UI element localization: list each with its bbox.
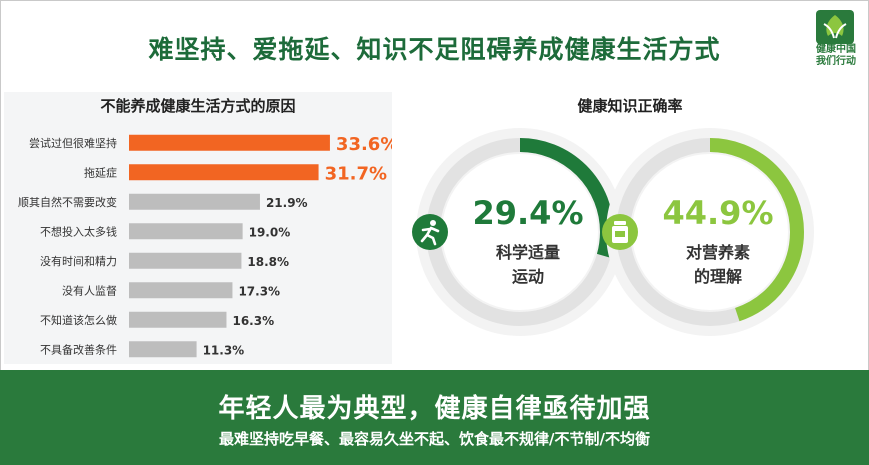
health-china-logo-icon: [816, 10, 854, 44]
footer-banner: [0, 370, 869, 465]
bar: [129, 193, 260, 210]
bar-category-label: 尝试过但很难坚持: [29, 136, 117, 150]
bar: [129, 134, 330, 151]
donut-caption-line-2: 运动: [512, 267, 544, 286]
bar-category-label: 不想投入太多钱: [40, 224, 117, 238]
reasons-bar-chart: 尝试过但很难坚持 33.6% 拖延症 31.7% 顺其自然不需要改变 21.9% 不想投入太…: [18, 134, 392, 358]
donut-caption-line-1: 对营养素: [686, 243, 750, 262]
bar-value-label: 19.0%: [249, 225, 291, 239]
bar-value-label: 18.8%: [247, 255, 289, 269]
running-person-icon: [412, 214, 448, 250]
donut-value-arc: [616, 138, 804, 326]
reasons-chart-title: 不能养成健康生活方式的原因: [100, 97, 296, 115]
supplement-bottle-icon: [602, 214, 638, 250]
bar: [129, 223, 243, 240]
donut-caption-line-1: 科学适量: [496, 243, 560, 262]
donut-value-label: 29.4%: [472, 194, 583, 232]
donut-center: [632, 154, 788, 310]
logo-line-2: 我们行动: [816, 56, 856, 67]
bar: [129, 282, 233, 299]
bar-category-label: 顺其自然不需要改变: [18, 195, 117, 209]
donut-caption-line-2: 的理解: [694, 267, 742, 286]
bar-category-label: 不具备改善条件: [40, 342, 117, 356]
donut-value-label: 44.9%: [662, 194, 773, 232]
knowledge-chart-title: 健康知识正确率: [577, 97, 683, 115]
bar: [129, 311, 227, 328]
bar: [129, 164, 319, 181]
logo-caption: 健康中国 我们行动: [804, 44, 868, 68]
footer-headline: 年轻人最为典型，健康自律亟待加强: [218, 394, 651, 424]
footer-subline: 最难坚持吃早餐、最容易久坐不起、饮食最不规律/不节制/不均衡: [219, 430, 650, 448]
bar: [129, 341, 197, 358]
logo-line-1: 健康中国: [816, 44, 856, 55]
bar-category-label: 没有人监督: [62, 283, 117, 297]
bar-value-label: 16.3%: [232, 314, 274, 328]
bar-value-label: 21.9%: [266, 196, 308, 210]
bar-value-label: 31.7%: [325, 163, 387, 184]
bar-category-label: 拖延症: [84, 165, 117, 179]
bar-category-label: 不知道该怎么做: [40, 313, 117, 327]
bar-value-label: 11.3%: [203, 343, 245, 357]
bar: [129, 252, 242, 269]
bar-category-label: 没有时间和精力: [40, 254, 117, 268]
bar-value-label: 17.3%: [238, 284, 280, 298]
donut-center: [442, 154, 598, 310]
page-title: 难坚持、爱拖延、知识不足阻碍养成健康生活方式: [148, 35, 721, 64]
bar-value-label: 33.6%: [336, 134, 392, 155]
